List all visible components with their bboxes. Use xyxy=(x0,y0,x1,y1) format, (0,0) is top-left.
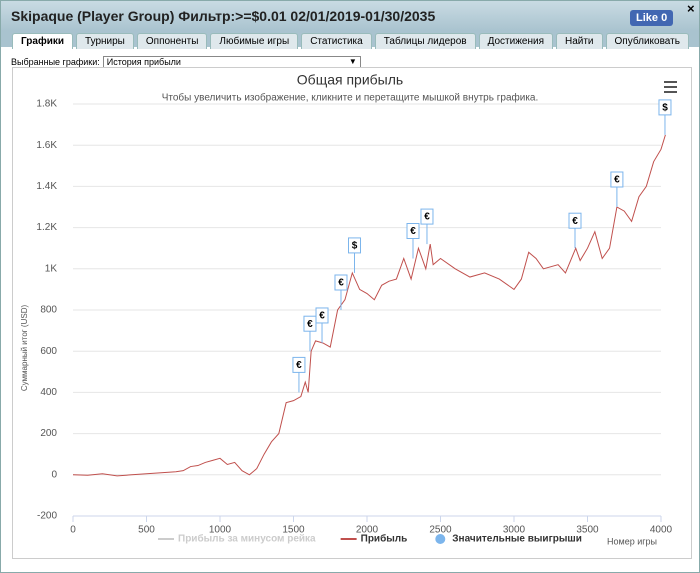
legend-item[interactable]: Значительные выигрыши xyxy=(435,534,582,545)
x-tick-label: 0 xyxy=(70,525,76,536)
like-button[interactable]: Like 0 xyxy=(630,10,674,26)
flag-label: € xyxy=(410,226,416,237)
y-tick-label: 0 xyxy=(51,469,57,480)
flag-label: € xyxy=(424,212,430,223)
legend-label: Прибыль за минусом рейка xyxy=(178,533,316,545)
y-axis-label: Суммарный итог (USD) xyxy=(20,305,29,392)
legend-item[interactable]: Прибыль за минусом рейка xyxy=(158,533,316,545)
flag-label: € xyxy=(296,360,302,371)
y-tick-label: -200 xyxy=(37,511,57,522)
legend-symbol xyxy=(435,534,446,544)
chart-title: Общая прибыль xyxy=(297,72,403,88)
flag xyxy=(348,237,362,254)
flag-label: € xyxy=(319,311,325,322)
flag xyxy=(658,99,672,116)
flag xyxy=(406,223,420,239)
window-title: Skipaque (Player Group) Фильтр:>=$0.01 0… xyxy=(11,8,436,24)
y-tick-label: 200 xyxy=(40,428,57,439)
y-tick-label: 800 xyxy=(40,305,57,316)
flag xyxy=(568,212,582,229)
flag xyxy=(292,356,306,373)
tab[interactable]: Найти xyxy=(555,33,603,49)
tab[interactable]: Оппоненты xyxy=(136,33,208,49)
flag-label: € xyxy=(338,278,344,289)
line-series xyxy=(72,134,666,477)
chart: Общая прибыль Чтобы увеличить изображени… xyxy=(12,67,692,559)
tabs: Графики Турниры Оппоненты Любимые игры Стати… xyxy=(1,31,699,49)
tab[interactable]: Статистика xyxy=(301,33,372,49)
x-tick-label: 1500 xyxy=(282,525,305,536)
y-tick-label: 1K xyxy=(45,263,58,274)
x-tick-label: 3500 xyxy=(576,525,599,536)
flag-label: € xyxy=(614,175,620,186)
flag xyxy=(303,315,317,332)
menu-icon[interactable] xyxy=(664,81,677,93)
tab[interactable]: Опубликовать xyxy=(605,33,689,49)
title-bar: Skipaque (Player Group) Фильтр:>=$0.01 0… xyxy=(1,1,699,31)
x-tick-label: 500 xyxy=(138,525,155,536)
x-tick-label: 4000 xyxy=(650,525,673,536)
tab[interactable]: Достижения xyxy=(478,33,553,49)
flag xyxy=(315,307,329,324)
x-axis-label: Номер игры xyxy=(607,536,657,546)
y-tick-label: 1.6K xyxy=(36,140,57,151)
y-tick-label: 1.4K xyxy=(36,181,57,192)
tab[interactable]: Таблицы лидеров xyxy=(374,33,476,49)
flag-label: € xyxy=(307,319,313,330)
flag xyxy=(610,171,624,188)
flag-label: € xyxy=(572,216,578,227)
chart-subtitle: Чтобы увеличить изображение, кликните и … xyxy=(162,92,539,104)
legend-item[interactable]: Прибыль xyxy=(340,533,408,545)
tab[interactable]: Турниры xyxy=(76,33,134,49)
y-tick-label: 1.2K xyxy=(36,222,57,233)
legend-label: Значительные выигрыши xyxy=(452,534,582,545)
flag xyxy=(420,208,434,225)
x-tick-label: 2000 xyxy=(356,525,379,536)
tab[interactable]: Графики xyxy=(12,33,74,49)
y-tick-label: 1.8K xyxy=(36,99,57,110)
x-tick-label: 1000 xyxy=(209,525,232,536)
y-tick-label: 400 xyxy=(40,387,57,398)
flag xyxy=(334,274,348,291)
y-tick-label: 600 xyxy=(40,346,57,357)
x-tick-label: 2500 xyxy=(429,525,452,536)
legend-label: Прибыль xyxy=(361,533,408,545)
close-button[interactable]: × xyxy=(687,1,695,16)
tab[interactable]: Любимые игры xyxy=(210,33,299,49)
x-tick-label: 3000 xyxy=(503,525,526,536)
selector-label: Выбранные графики: xyxy=(11,57,100,67)
flag-label: $ xyxy=(662,103,668,114)
flag-label: $ xyxy=(352,241,358,252)
